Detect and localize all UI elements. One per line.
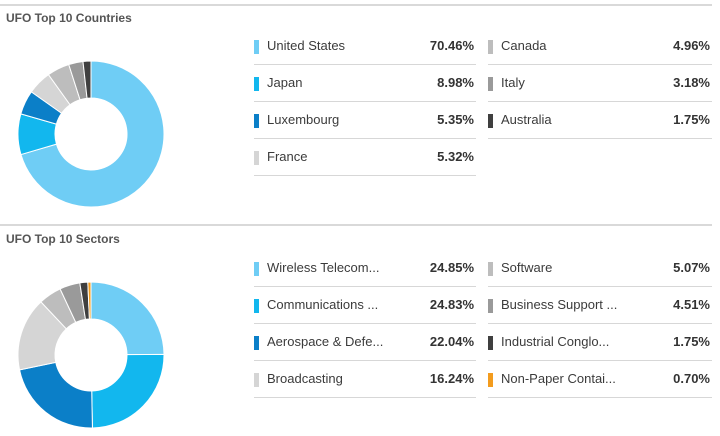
legend-label: Italy (501, 75, 525, 90)
legend-swatch (254, 262, 259, 276)
section-title: UFO Top 10 Countries (6, 11, 132, 25)
donut-slice (91, 353, 165, 429)
legend-value: 24.83% (429, 297, 474, 312)
legend-value: 5.35% (437, 112, 474, 127)
section-divider (0, 224, 712, 226)
section-divider (0, 4, 712, 6)
legend-value: 5.32% (437, 149, 474, 164)
legend-item: Business Support ... 4.51% (488, 287, 712, 324)
legend-value: 16.24% (429, 371, 474, 386)
legend-item: Communications ... 24.83% (254, 287, 476, 324)
legend-swatch (488, 77, 493, 91)
legend-value: 3.18% (673, 75, 710, 90)
legend-value: 4.96% (673, 38, 710, 53)
legend-value: 1.75% (673, 334, 710, 349)
donut-slice (87, 281, 92, 320)
legend-item: Wireless Telecom... 24.85% (254, 250, 476, 287)
legend-item: Italy 3.18% (488, 65, 712, 102)
legend-label: United States (267, 38, 346, 53)
legend-swatch (488, 114, 493, 128)
legend-value: 22.04% (429, 334, 474, 349)
legend-label: Aerospace & Defe... (267, 334, 384, 349)
section-title: UFO Top 10 Sectors (6, 232, 120, 246)
legend-value: 70.46% (429, 38, 474, 53)
legend-label: Non-Paper Contai... (501, 371, 616, 386)
legend-swatch (254, 336, 259, 350)
legend-swatch (254, 151, 259, 165)
legend-value: 8.98% (437, 75, 474, 90)
donut-slice (20, 60, 165, 208)
legend-label: Industrial Conglo... (501, 334, 610, 349)
legend-item: United States 70.46% (254, 28, 476, 65)
legend-swatch (488, 262, 493, 276)
legend-item: France 5.32% (254, 139, 476, 176)
donut-slice (90, 281, 165, 356)
legend-value: 0.70% (673, 371, 710, 386)
legend-label: Communications ... (267, 297, 379, 312)
legend-item: Industrial Conglo... 1.75% (488, 324, 712, 361)
sectors-donut-chart (17, 281, 165, 429)
legend-label: Business Support ... (501, 297, 618, 312)
legend-value: 24.85% (429, 260, 474, 275)
legend-swatch (254, 77, 259, 91)
legend-item: Australia 1.75% (488, 102, 712, 139)
legend-label: France (267, 149, 308, 164)
legend-label: Japan (267, 75, 303, 90)
legend-item: Japan 8.98% (254, 65, 476, 102)
legend-item: Software 5.07% (488, 250, 712, 287)
legend-label: Australia (501, 112, 552, 127)
legend-swatch (488, 373, 493, 387)
legend-label: Canada (501, 38, 547, 53)
legend-swatch (488, 299, 493, 313)
legend-value: 4.51% (673, 297, 710, 312)
donut-slice (82, 60, 92, 99)
legend-label: Software (501, 260, 553, 275)
top-sectors-section: UFO Top 10 Sectors Wireless Telecom... 24… (0, 222, 720, 436)
legend-item: Aerospace & Defe... 22.04% (254, 324, 476, 361)
donut-slice (18, 361, 93, 429)
legend-value: 5.07% (673, 260, 710, 275)
legend-value: 1.75% (673, 112, 710, 127)
legend-swatch (254, 373, 259, 387)
top-countries-section: UFO Top 10 Countries United States 70.46%… (0, 4, 712, 208)
legend-swatch (254, 299, 259, 313)
legend-label: Luxembourg (267, 112, 340, 127)
countries-donut-chart (17, 60, 165, 208)
legend-item: Broadcasting 16.24% (254, 361, 476, 398)
legend-label: Wireless Telecom... (267, 260, 380, 275)
legend-swatch (488, 336, 493, 350)
legend-item: Canada 4.96% (488, 28, 712, 65)
legend-label: Broadcasting (267, 371, 343, 386)
legend-swatch (488, 40, 493, 54)
legend-item: Non-Paper Contai... 0.70% (488, 361, 712, 398)
legend-swatch (254, 114, 259, 128)
legend-item: Luxembourg 5.35% (254, 102, 476, 139)
legend-swatch (254, 40, 259, 54)
